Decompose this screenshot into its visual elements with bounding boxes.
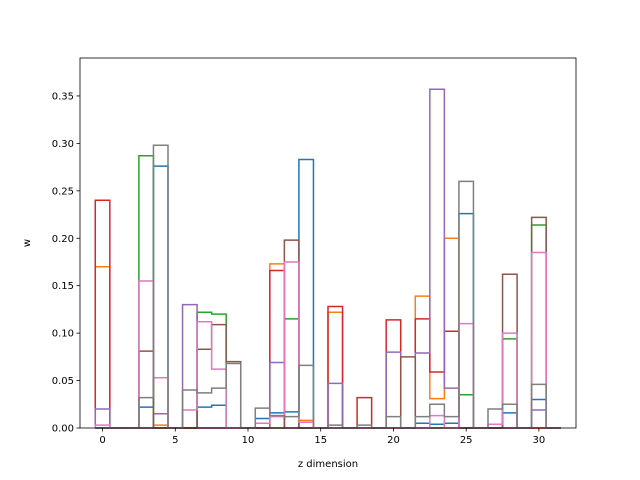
y-tick-label: 0.30 [52, 139, 74, 150]
x-tick-label: 15 [314, 435, 327, 446]
y-axis-label: w [22, 239, 33, 247]
y-tick-label: 0.05 [52, 376, 74, 387]
y-tick-label: 0.00 [52, 424, 74, 435]
x-tick-label: 10 [242, 435, 255, 446]
x-axis-label: z dimension [298, 459, 358, 470]
y-tick-label: 0.15 [52, 281, 74, 292]
y-tick-label: 0.25 [52, 186, 74, 197]
plot-frame [79, 57, 577, 429]
y-tick-label: 0.20 [52, 234, 74, 245]
y-tick-label: 0.35 [52, 91, 74, 102]
x-tick-label: 25 [460, 435, 473, 446]
y-tick-label: 0.10 [52, 329, 74, 340]
x-tick-label: 0 [99, 435, 105, 446]
x-axis-ticks: 0 5 10 15 20 25 30 [99, 428, 545, 446]
x-tick-label: 30 [533, 435, 546, 446]
x-tick-label: 5 [172, 435, 178, 446]
y-axis-ticks: 0.00 0.05 0.10 0.15 0.20 0.25 0.30 0.35 [52, 91, 80, 435]
x-tick-label: 20 [387, 435, 400, 446]
